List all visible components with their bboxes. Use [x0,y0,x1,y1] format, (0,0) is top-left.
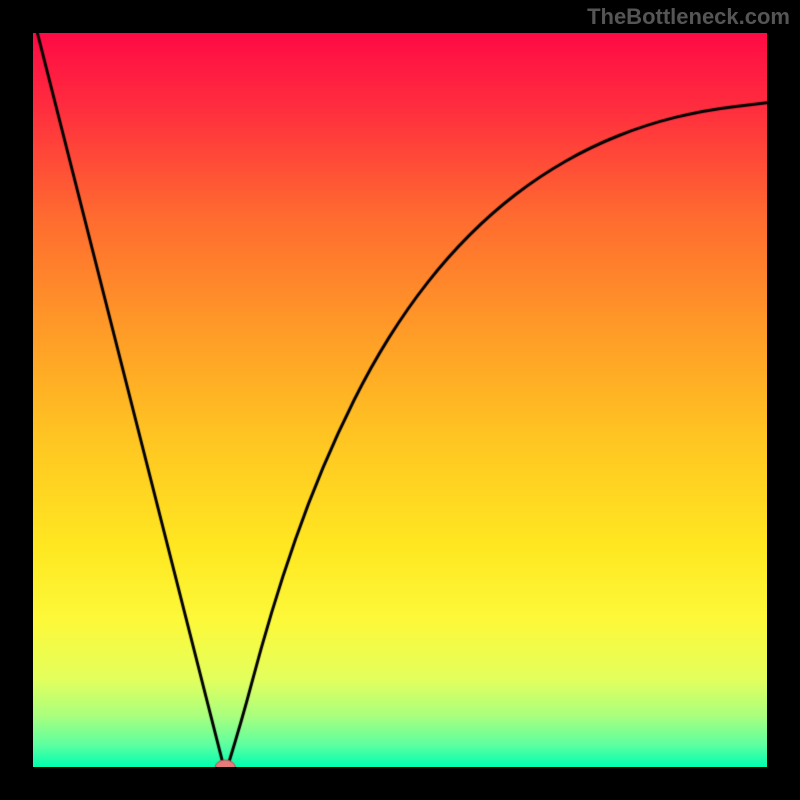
chart-stage: TheBottleneck.com [0,0,800,800]
attribution-text: TheBottleneck.com [587,4,790,30]
curve-layer [33,33,767,767]
